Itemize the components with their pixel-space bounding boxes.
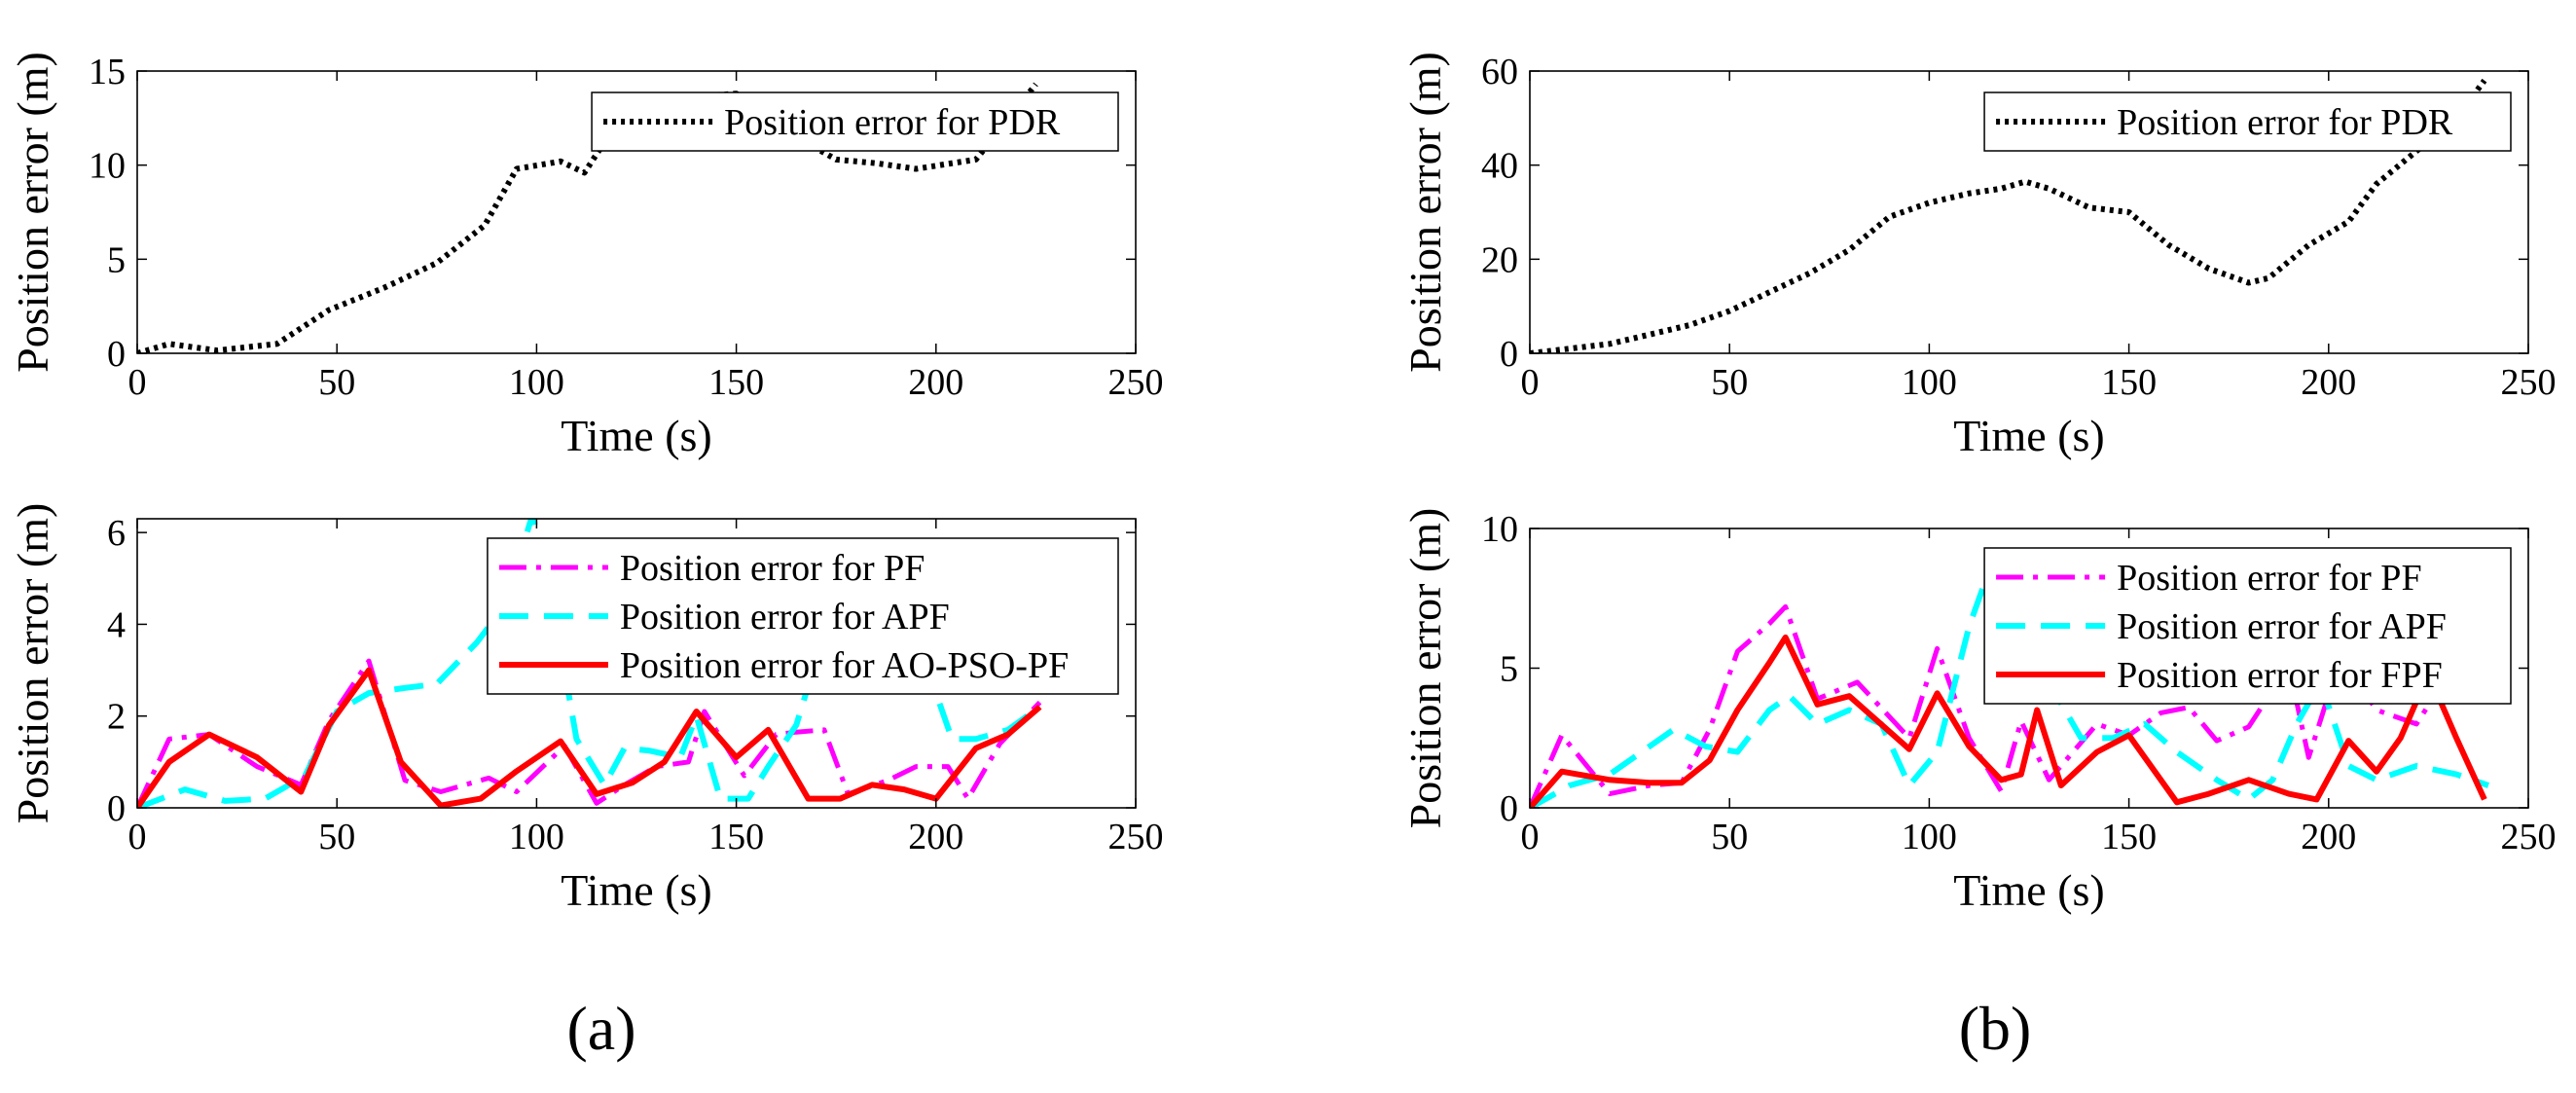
x-tick-label: 200	[2301, 362, 2356, 403]
x-tick-label: 200	[908, 362, 963, 403]
legend-label: Position error for FPF	[2117, 655, 2443, 696]
x-tick-label: 50	[1711, 817, 1748, 857]
plot-a-bottom: 0 50 100 150 200 250 0 2 4 6 Time (s) Position erro…	[8, 503, 1164, 915]
x-tick-label: 150	[708, 362, 764, 403]
series-line-3	[1530, 634, 2487, 808]
legend-box	[591, 91, 1119, 152]
y-axis-title: Position error (m)	[8, 52, 57, 373]
y-tick-label: 4	[107, 604, 126, 645]
x-axis-title: Time (s)	[1953, 865, 2105, 915]
plot-a-top: 0 50 100 150 200 250 0 5 10 15 Time (s) Position er…	[8, 52, 1164, 460]
panel-label-a: (a)	[566, 994, 635, 1063]
y-tick-label: 60	[1481, 52, 1518, 92]
y-axis-title: Position error (m)	[1400, 508, 1450, 829]
axes-frame	[1529, 70, 2529, 354]
x-tick-label: 50	[318, 817, 355, 857]
legend-label: Position error for AO-PSO-PF	[620, 645, 1069, 686]
x-tick-label: 100	[1902, 817, 1957, 857]
legend-label: Position error for PF	[620, 548, 925, 589]
x-tick-label: 150	[2101, 817, 2157, 857]
x-tick-label: 250	[2501, 362, 2557, 403]
x-tick-label: 200	[908, 817, 963, 857]
x-axis-title: Time (s)	[1953, 411, 2105, 460]
x-tick-label: 200	[2301, 817, 2356, 857]
plot-b-bottom: 0 50 100 150 200 250 0 5 10 Time (s) Position erro…	[1400, 508, 2557, 915]
y-tick-label: 2	[107, 697, 126, 738]
x-tick-label: 100	[509, 817, 564, 857]
y-axis-title: Position error (m)	[8, 503, 57, 824]
y-tick-label: 0	[1500, 334, 1518, 375]
series-line-1	[1530, 78, 2487, 353]
series-group	[137, 519, 1042, 808]
y-tick-label: 5	[1500, 649, 1518, 690]
x-axis-title: Time (s)	[561, 865, 712, 915]
x-tick-label: 250	[1108, 817, 1164, 857]
axes-frame	[136, 70, 1137, 354]
y-tick-label: 0	[107, 788, 126, 829]
x-tick-label: 100	[509, 362, 564, 403]
axes-frame	[136, 518, 1137, 809]
x-tick-label: 0	[128, 362, 147, 403]
x-tick-label: 0	[1521, 362, 1540, 403]
x-tick-label: 50	[1711, 362, 1748, 403]
legend-box	[1983, 91, 2512, 152]
x-tick-label: 150	[2101, 362, 2157, 403]
series-group	[137, 82, 1038, 353]
y-tick-label: 6	[107, 513, 126, 554]
x-tick-label: 250	[1108, 362, 1164, 403]
y-axis-title: Position error (m)	[1400, 52, 1450, 373]
x-tick-label: 150	[708, 817, 764, 857]
legend: Position error for PF Position error for …	[1983, 547, 2512, 705]
series-line-3	[137, 667, 1042, 808]
x-tick-label: 0	[1521, 817, 1540, 857]
legend-box	[1983, 547, 2512, 705]
legend: Position error for PDR	[1983, 91, 2512, 152]
x-tick-label: 250	[2501, 817, 2557, 857]
x-tick-label: 0	[128, 817, 147, 857]
legend-label: Position error for APF	[620, 597, 950, 638]
plot-b-top: 0 50 100 150 200 250 0 20 40 60 Time (s) Position e…	[1400, 52, 2557, 460]
legend-label: Position error for PF	[2117, 558, 2422, 599]
panel-label-b: (b)	[1959, 994, 2032, 1063]
series-line-1	[137, 82, 1038, 353]
y-tick-label: 10	[1481, 509, 1518, 550]
y-tick-label: 40	[1481, 146, 1518, 187]
y-tick-label: 20	[1481, 239, 1518, 280]
y-tick-label: 0	[107, 334, 126, 375]
x-tick-label: 100	[1902, 362, 1957, 403]
legend-label: Position error for APF	[2117, 606, 2447, 647]
legend-label: Position error for PDR	[724, 102, 1061, 143]
legend-label: Position error for PDR	[2117, 102, 2453, 143]
y-tick-label: 15	[89, 52, 126, 92]
legend: Position error for PF Position error for …	[487, 537, 1119, 695]
legend: Position error for PDR	[591, 91, 1119, 152]
x-tick-label: 50	[318, 362, 355, 403]
x-axis-title: Time (s)	[561, 411, 712, 460]
series-group	[1530, 78, 2487, 353]
y-tick-label: 0	[1500, 788, 1518, 829]
y-tick-label: 5	[107, 239, 126, 280]
y-tick-label: 10	[89, 146, 126, 187]
